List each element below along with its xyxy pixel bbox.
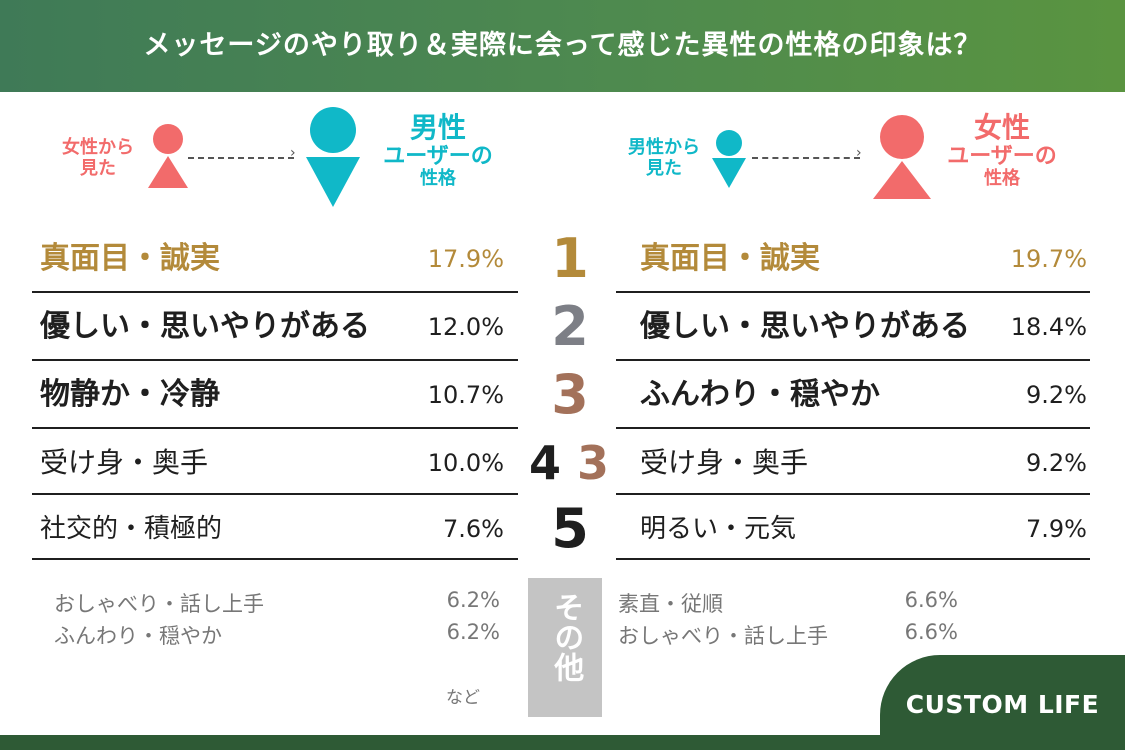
right-target-caption: 女性 ユーザーの 性格: [922, 111, 1082, 190]
right-viewer-caption: 男性から 見た: [614, 137, 714, 179]
female-body-icon: [148, 156, 188, 188]
others-left-label-1: おしゃべり・話し上手: [54, 592, 264, 616]
female-viewer-figure-icon: [148, 124, 188, 188]
row-separator-right: [616, 359, 1090, 361]
male-target-figure-icon: [306, 107, 360, 207]
right-row-label: ふんわり・穏やか: [640, 377, 880, 412]
left-row-value: 17.9%: [427, 245, 504, 273]
left-target-caption-line2: ユーザーの: [383, 144, 493, 170]
right-row-label: 真面目・誠実: [640, 241, 820, 276]
right-target-caption-line3: 性格: [984, 168, 1020, 190]
rank-number: 2: [551, 295, 589, 358]
left-row-label: 受け身・奥手: [40, 446, 209, 479]
row-separator-left: [32, 558, 518, 560]
footer-band: [0, 735, 1125, 750]
rank-number: 3: [551, 363, 589, 426]
male-head-icon: [310, 107, 356, 153]
right-dashed-arrow: [752, 157, 860, 159]
brand-logo: CUSTOM LIFE: [905, 690, 1100, 719]
male-viewer-figure-icon: [712, 130, 746, 190]
others-box: [528, 578, 602, 717]
left-target-caption-line3: 性格: [420, 168, 456, 190]
others-left-value-2: 6.2%: [446, 620, 500, 644]
left-row-value: 10.7%: [427, 381, 504, 409]
female-large-head-icon: [880, 115, 924, 159]
right-target-caption-line1: 女性: [973, 111, 1030, 144]
right-row-value: 9.2%: [1026, 381, 1087, 409]
row-separator-right: [616, 427, 1090, 429]
right-row-value: 7.9%: [1026, 515, 1087, 543]
others-left-value-1: 6.2%: [446, 588, 500, 612]
header-banner: [0, 0, 1125, 92]
right-row-label: 優しい・思いやりがある: [640, 309, 970, 344]
right-viewer-caption-line2: 見た: [646, 157, 682, 179]
left-row-label: 優しい・思いやりがある: [40, 309, 370, 344]
row-separator-left: [32, 359, 518, 361]
right-viewer-caption-line1: 男性から: [628, 137, 700, 158]
row-separator-right: [616, 558, 1090, 560]
right-row-value: 9.2%: [1026, 449, 1087, 477]
male-small-body-icon: [712, 158, 746, 188]
right-row-label: 受け身・奥手: [640, 446, 809, 479]
rank-number: 5: [551, 497, 589, 560]
left-target-caption-line1: 男性: [409, 111, 466, 144]
rank-number: 1: [551, 227, 589, 290]
right-row-value: 19.7%: [1010, 245, 1087, 273]
others-box-label: その他: [528, 592, 602, 691]
others-left-note: など: [446, 688, 480, 708]
left-target-caption: 男性 ユーザーの 性格: [358, 111, 518, 190]
left-viewer-caption: 女性から 見た: [48, 137, 148, 179]
male-body-icon: [306, 157, 360, 207]
right-row-value: 18.4%: [1010, 313, 1087, 341]
page-title: メッセージのやり取り＆実際に会って感じた異性の性格の印象は？: [143, 30, 982, 61]
right-row-label: 明るい・元気: [640, 514, 797, 544]
right-arrow-tip-icon: ›: [856, 145, 862, 161]
female-head-icon: [153, 124, 183, 154]
left-viewer-caption-line2: 見た: [80, 157, 116, 179]
rank-number-left: 4: [528, 436, 561, 490]
others-right-value-2: 6.6%: [904, 620, 958, 644]
left-row-label: 社交的・積極的: [40, 514, 223, 544]
female-target-figure-icon: [873, 115, 931, 201]
left-dashed-arrow: [188, 157, 294, 159]
male-small-head-icon: [716, 130, 742, 156]
left-row-value: 7.6%: [443, 515, 504, 543]
left-row-label: 真面目・誠実: [40, 241, 220, 276]
left-arrow-tip-icon: ›: [290, 145, 296, 161]
row-separator-right: [616, 291, 1090, 293]
row-separator-left: [32, 427, 518, 429]
others-right-label-2: おしゃべり・話し上手: [618, 624, 828, 648]
left-row-label: 物静か・冷静: [40, 377, 220, 412]
left-row-value: 10.0%: [427, 449, 504, 477]
female-large-body-icon: [873, 161, 931, 199]
others-left-label-2: ふんわり・穏やか: [54, 624, 222, 648]
others-right-label-1: 素直・従順: [618, 592, 723, 616]
row-separator-left: [32, 493, 518, 495]
row-separator-left: [32, 291, 518, 293]
left-row-value: 12.0%: [427, 313, 504, 341]
others-box-text: その他: [548, 592, 584, 682]
left-viewer-caption-line1: 女性から: [62, 137, 134, 158]
row-separator-right: [616, 493, 1090, 495]
others-right-value-1: 6.6%: [904, 588, 958, 612]
rank-number-right: 3: [576, 436, 609, 490]
brand-tab: [880, 655, 1125, 750]
right-target-caption-line2: ユーザーの: [947, 144, 1057, 170]
